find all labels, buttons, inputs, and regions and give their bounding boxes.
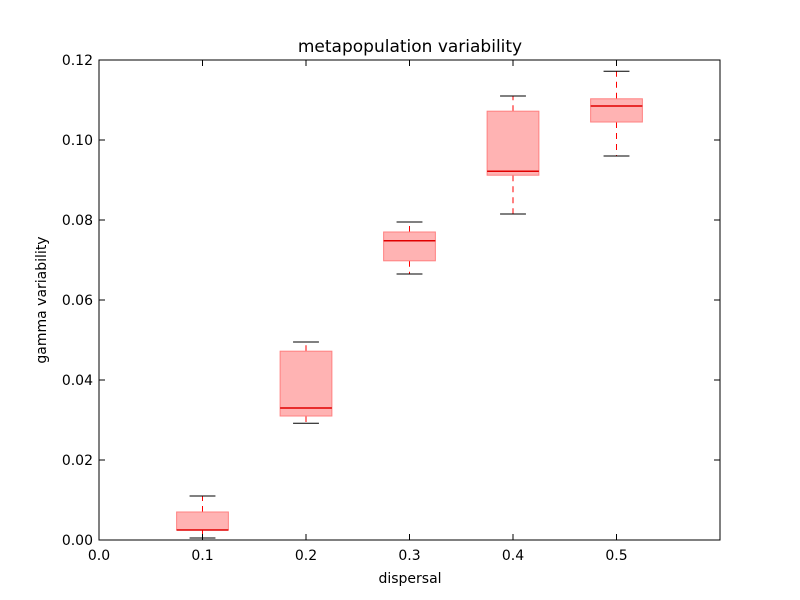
box-iqr (486, 110, 540, 176)
y-tick-label: 0.00 (62, 533, 93, 549)
box-iqr (279, 350, 333, 417)
y-tick-label: 0.08 (62, 213, 93, 229)
box-group (590, 70, 643, 157)
box-group (279, 341, 333, 424)
x-tick-label: 0.4 (502, 548, 524, 564)
box-group (383, 221, 436, 275)
box-iqr (383, 231, 436, 262)
plot-frame (98, 59, 721, 541)
y-tick-label: 0.04 (62, 373, 93, 389)
x-tick-label: 0.5 (605, 548, 627, 564)
x-tick-label: 0.3 (398, 548, 420, 564)
y-tick-label: 0.06 (62, 293, 93, 309)
y-tick-label: 0.10 (62, 133, 93, 149)
chart-title: metapopulation variability (298, 37, 522, 57)
x-tick-label: 0.1 (191, 548, 213, 564)
x-axis-label: dispersal (378, 571, 441, 587)
y-tick-label: 0.02 (62, 453, 93, 469)
y-axis-label: gamma variability (34, 236, 50, 363)
x-tick-label: 0.2 (295, 548, 317, 564)
box-iqr (590, 98, 643, 123)
axes: 0.0 0.1 0.2 0.3 0.4 0.5 0.00 0.02 0.04 0.06 0.08 0.… (62, 53, 720, 564)
x-tick-label: 0.0 (88, 548, 110, 564)
box-group (176, 495, 229, 539)
y-tick-label: 0.12 (62, 53, 93, 69)
box-iqr (176, 511, 229, 531)
plot-area (176, 70, 643, 539)
box-group (486, 95, 540, 215)
